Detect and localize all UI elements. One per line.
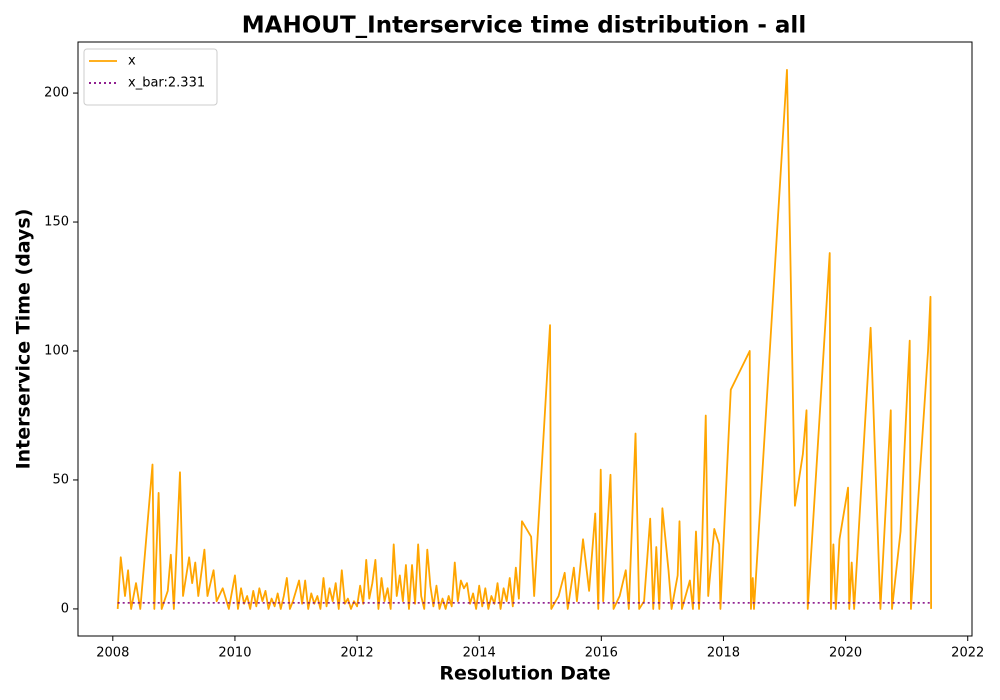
x-tick-label: 2014 <box>463 646 496 661</box>
legend-label: x_bar:2.331 <box>128 76 205 91</box>
x-tick-label: 2022 <box>951 646 984 661</box>
x-tick-label: 2016 <box>585 646 618 661</box>
data-line <box>116 68 932 610</box>
x-axis-label: Resolution Date <box>439 663 610 685</box>
x-tick-label: 2010 <box>218 646 251 661</box>
y-tick-label: 50 <box>52 472 69 487</box>
x-tick-label: 2018 <box>707 646 740 661</box>
x-tick-label: 2020 <box>829 646 862 661</box>
y-tick-label: 100 <box>44 343 69 358</box>
y-tick-label: 200 <box>44 86 69 101</box>
y-tick-label: 150 <box>44 215 69 230</box>
y-axis-label: Interservice Time (days) <box>13 209 35 470</box>
plot-frame <box>77 41 973 637</box>
legend-box <box>83 48 218 106</box>
y-tick-label: 0 <box>61 601 69 616</box>
legend-label: x <box>128 54 136 69</box>
chart-title: MAHOUT_Interservice time distribution - … <box>242 13 806 39</box>
x-tick-label: 2008 <box>96 646 129 661</box>
x-tick-label: 2012 <box>341 646 374 661</box>
